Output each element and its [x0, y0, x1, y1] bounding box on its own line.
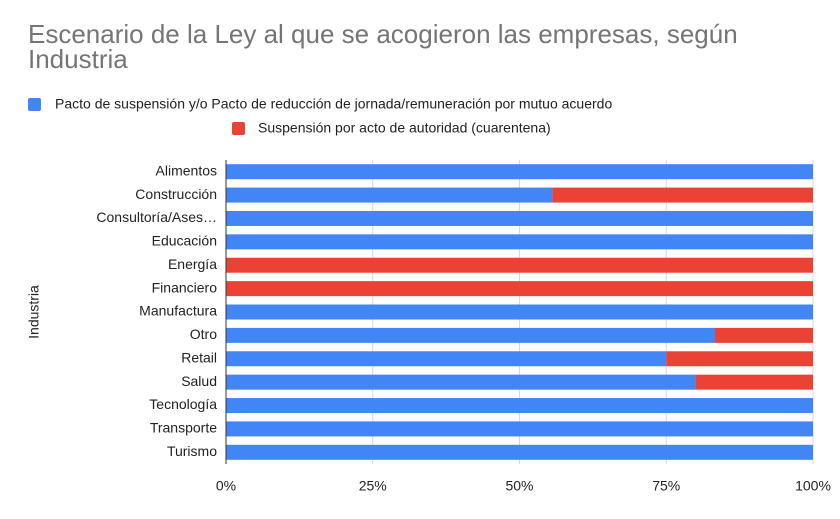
bar-segment: [226, 234, 813, 250]
bar-segment: [226, 257, 813, 273]
bar-segment: [226, 210, 813, 226]
y-tick-label: Transporte: [150, 420, 217, 436]
x-tick-label: 0%: [216, 478, 236, 494]
y-tick-label: Salud: [181, 373, 217, 389]
y-tick-label: Consultoría/Ases…: [96, 209, 217, 225]
x-tick-label: 75%: [652, 478, 680, 494]
y-tick-label: Retail: [181, 349, 217, 365]
y-tick-label: Energía: [168, 256, 217, 272]
y-tick-label: Financiero: [152, 279, 218, 295]
bar-segment: [226, 444, 813, 460]
y-tick-label: Construcción: [135, 186, 217, 202]
legend-swatch: [232, 122, 245, 135]
bar-segment: [714, 327, 813, 343]
bar-segment: [695, 374, 813, 390]
bar-segment: [226, 327, 715, 343]
x-tick-label: 25%: [359, 478, 387, 494]
bar-segment: [552, 187, 813, 203]
bar-segment: [666, 351, 813, 367]
bar-segment: [226, 351, 667, 367]
bar-segment: [226, 164, 813, 180]
x-tick-label: 100%: [795, 478, 831, 494]
y-tick-label: Otro: [190, 326, 217, 342]
bar-segment: [226, 187, 553, 203]
chart-title: Escenario de la Ley al que se acogieron …: [28, 19, 738, 74]
y-tick-label: Alimentos: [156, 162, 217, 178]
y-tick-label: Educación: [152, 233, 217, 249]
bar-segment: [226, 398, 813, 414]
y-tick-label: Manufactura: [139, 303, 217, 319]
bar-segment: [226, 374, 696, 390]
y-tick-label: Turismo: [167, 443, 217, 459]
bar-segment: [226, 421, 813, 437]
x-tick-label: 50%: [505, 478, 533, 494]
legend-label: Suspensión por acto de autoridad (cuaren…: [258, 120, 551, 136]
legend-label: Pacto de suspensión y/o Pacto de reducci…: [55, 96, 612, 112]
bar-segment: [226, 304, 813, 320]
bar-segment: [226, 281, 813, 297]
y-axis-title: Industria: [26, 285, 42, 339]
legend-swatch: [28, 98, 41, 111]
y-tick-label: Tecnología: [149, 396, 217, 412]
